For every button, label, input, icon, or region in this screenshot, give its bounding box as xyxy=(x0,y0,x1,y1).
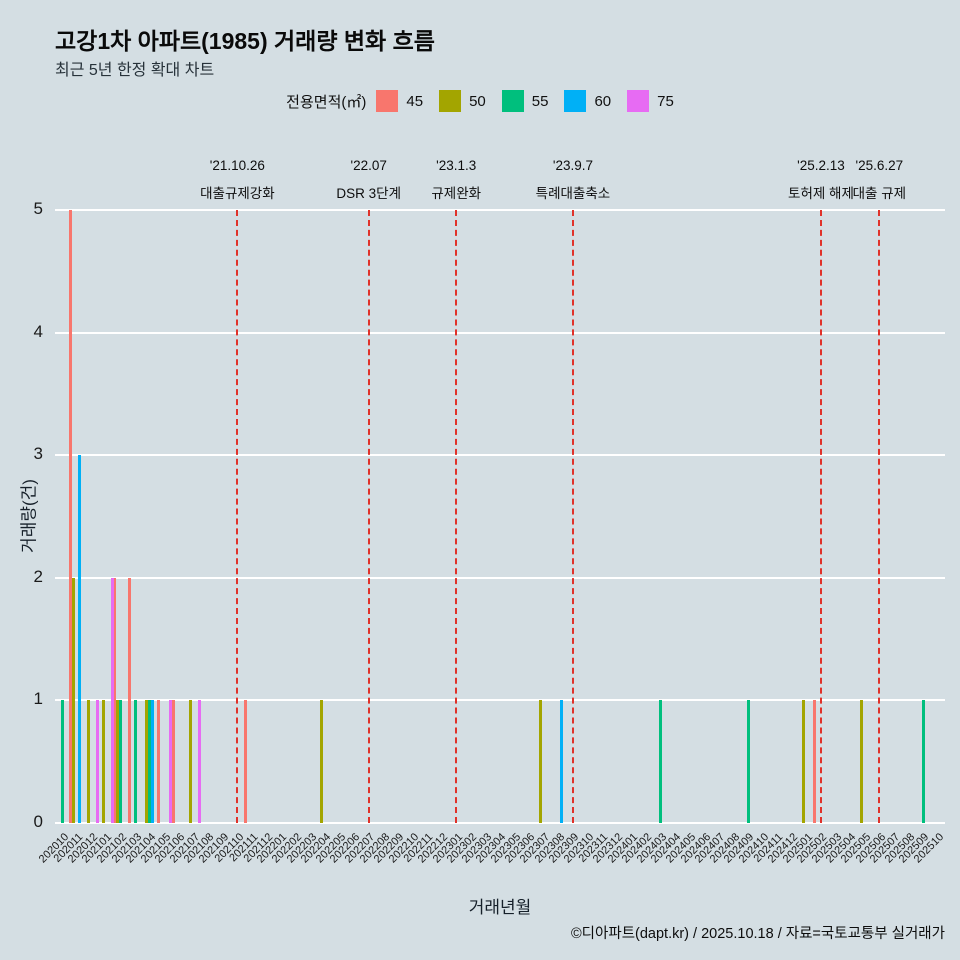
event-label-1: 대출규제강화 xyxy=(200,186,275,201)
bar-45-202106 xyxy=(171,700,175,823)
bar-45-202111 xyxy=(244,700,248,823)
bar-75-202101 xyxy=(110,577,114,823)
y-tick-label-1: 1 xyxy=(33,689,43,709)
bar-75-202105 xyxy=(168,700,172,823)
bar-55-202409 xyxy=(746,700,750,823)
bar-50-202102 xyxy=(116,700,120,823)
bar-60-202011 xyxy=(78,455,82,823)
footer-credit: ©디아파트(dapt.kr) / 2025.10.18 / 자료=국토교통부 실… xyxy=(570,926,945,942)
bar-50-202204 xyxy=(320,700,324,823)
event-label-2: DSR 3단계 xyxy=(336,186,401,201)
event-label-5: 토허제 해제 xyxy=(788,186,854,201)
legend-label-50: 50 xyxy=(469,92,486,110)
bar-45-202502 xyxy=(813,700,817,823)
bar-55-202010 xyxy=(60,700,64,823)
bar-50-202107 xyxy=(189,700,193,823)
event-label-3: 규제완화 xyxy=(431,186,482,201)
bar-45-202105 xyxy=(156,700,160,823)
bar-55-202103 xyxy=(133,700,137,823)
event-line-5 xyxy=(819,210,822,823)
event-date-6: '25.6.27 xyxy=(855,158,904,173)
gridline-4 xyxy=(55,331,945,334)
bar-50-202505 xyxy=(860,700,864,823)
bar-45-202103 xyxy=(127,577,131,823)
legend-label-45: 45 xyxy=(406,92,424,110)
y-tick-label-2: 2 xyxy=(33,566,43,586)
event-line-3 xyxy=(455,210,458,823)
page-subtitle: 최근 5년 한정 확대 차트 xyxy=(55,62,215,79)
gridline-0 xyxy=(55,822,945,824)
bar-55-202403 xyxy=(658,700,662,823)
bar-50-202012 xyxy=(86,700,90,823)
legend: 전용면적(㎡) 45 50 55 60 75 xyxy=(0,90,960,112)
legend-swatch-45 xyxy=(376,90,399,112)
legend-swatch-75 xyxy=(627,90,650,112)
legend-swatch-55 xyxy=(501,90,524,112)
y-tick-label-4: 4 xyxy=(33,321,43,341)
legend-label-75: 75 xyxy=(657,92,674,110)
event-date-3: '23.1.3 xyxy=(436,158,477,173)
legend-swatch-60 xyxy=(564,90,587,112)
legend-title: 전용면적(㎡) xyxy=(286,93,367,111)
event-line-4 xyxy=(571,210,574,823)
gridline-2 xyxy=(55,576,945,579)
y-tick-label-5: 5 xyxy=(33,199,43,218)
x-axis-title: 거래년월 xyxy=(468,898,532,917)
bar-60-202308 xyxy=(559,700,563,823)
legend-item-45: 45 xyxy=(376,90,423,112)
bar-75-202012 xyxy=(95,700,99,823)
bar-50-202011 xyxy=(72,577,76,823)
gridline-1 xyxy=(55,699,945,702)
event-label-6: 대출 규제 xyxy=(852,186,907,201)
legend-items: 45 50 55 60 75 xyxy=(376,90,674,112)
legend-label-60: 60 xyxy=(594,92,612,110)
bar-55-202104 xyxy=(148,700,152,823)
bar-55-202509 xyxy=(921,700,925,823)
bar-50-202104 xyxy=(145,700,149,823)
event-date-1: '21.10.26 xyxy=(209,158,265,173)
y-axis-title-text: 거래량(건) xyxy=(19,479,39,553)
event-line-1 xyxy=(236,210,239,823)
bar-50-202501 xyxy=(801,700,805,823)
event-date-4: '23.9.7 xyxy=(552,158,593,173)
event-date-5: '25.2.13 xyxy=(797,158,845,173)
legend-item-60: 60 xyxy=(564,90,611,112)
event-label-4: 특례대출축소 xyxy=(535,186,611,201)
y-axis-title: 거래량(건) xyxy=(15,479,40,553)
bar-45-202102 xyxy=(113,577,117,823)
event-line-2 xyxy=(367,210,370,823)
legend-swatch-50 xyxy=(439,90,462,112)
bar-75-202107 xyxy=(198,700,202,823)
bar-50-202101 xyxy=(101,700,105,823)
legend-item-55: 55 xyxy=(501,90,549,112)
bar-55-202102 xyxy=(119,700,123,823)
bar-50-202307 xyxy=(539,700,543,823)
bar-45-202011 xyxy=(69,210,73,823)
legend-label-55: 55 xyxy=(531,92,549,110)
legend-item-75: 75 xyxy=(627,90,674,112)
bar-60-202104 xyxy=(151,700,155,823)
legend-item-50: 50 xyxy=(439,90,486,112)
gridline-5 xyxy=(55,209,945,211)
event-line-6 xyxy=(878,210,881,823)
y-tick-label-3: 3 xyxy=(33,444,43,464)
event-date-2: '22.07 xyxy=(350,158,387,173)
y-tick-label-0: 0 xyxy=(33,812,43,831)
gridline-3 xyxy=(55,454,945,457)
page-title: 고강1차 아파트(1985) 거래량 변화 흐름 xyxy=(55,28,435,54)
